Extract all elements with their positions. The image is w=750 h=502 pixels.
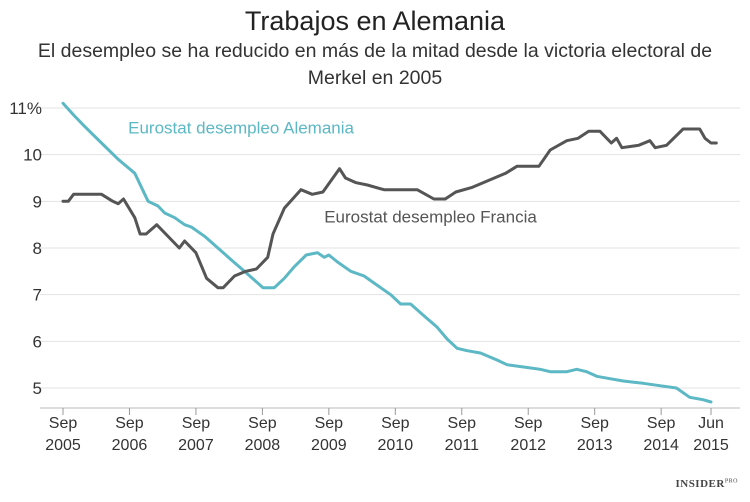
series-line-francia bbox=[61, 127, 718, 290]
x-axis: Sep 2005 Sep 2006 Sep 2007 Sep 2008 Sep 2009 Sep 20… bbox=[40, 407, 740, 454]
gridlines bbox=[40, 107, 740, 389]
y-tick-label: 9 bbox=[33, 192, 42, 211]
x-tick-label-year: 2005 bbox=[45, 437, 81, 454]
y-tick-label: 7 bbox=[33, 286, 42, 305]
y-tick-label: 6 bbox=[33, 332, 42, 351]
x-tick-label-month: Sep bbox=[514, 415, 543, 432]
y-tick-label: 5 bbox=[33, 379, 42, 398]
x-tick-label-year: 2006 bbox=[112, 437, 148, 454]
x-tick-label-month: Sep bbox=[381, 415, 410, 432]
y-tick-label: 10 bbox=[23, 146, 42, 165]
x-tick-label-month: Sep bbox=[115, 415, 144, 432]
x-tick-label-year: 2013 bbox=[577, 437, 613, 454]
series-label-francia: Eurostat desempleo Francia bbox=[324, 207, 537, 226]
series-group bbox=[61, 101, 718, 404]
x-tick-label-year: 2014 bbox=[643, 437, 679, 454]
y-tick-label: 8 bbox=[33, 239, 42, 258]
chart-subtitle: El desempleo se ha reducido en más de la… bbox=[37, 40, 713, 89]
x-tick-label-year: 2008 bbox=[245, 437, 281, 454]
x-tick-label-year: 2009 bbox=[311, 437, 347, 454]
y-tick-label: 11% bbox=[9, 99, 42, 118]
series-line-alemania bbox=[61, 101, 713, 404]
series-labels: Eurostat desempleo Alemania Eurostat dese… bbox=[128, 119, 537, 227]
insider-pro-logo: INSIDERPRO bbox=[675, 478, 738, 490]
x-tick-label-month: Sep bbox=[448, 415, 477, 432]
x-tick-label-month: Sep bbox=[647, 415, 676, 432]
x-tick-label-month: Sep bbox=[182, 415, 211, 432]
x-tick-label-month: Jun bbox=[698, 415, 724, 432]
x-tick-label-year: 2010 bbox=[378, 437, 414, 454]
x-tick-label-year: 2012 bbox=[510, 437, 546, 454]
x-tick-label-month: Sep bbox=[580, 415, 609, 432]
chart-title: Trabajos en Alemania bbox=[244, 6, 506, 36]
x-tick-label-month: Sep bbox=[248, 415, 277, 432]
series-label-alemania: Eurostat desempleo Alemania bbox=[128, 119, 354, 138]
x-tick-label-year: 2011 bbox=[445, 437, 480, 454]
x-tick-label-year: 2015 bbox=[693, 437, 729, 454]
x-tick-label-month: Sep bbox=[49, 415, 78, 432]
x-tick-label-month: Sep bbox=[315, 415, 344, 432]
x-tick-label-year: 2007 bbox=[178, 437, 214, 454]
y-axis: 11% 10 9 8 7 6 5 bbox=[9, 99, 42, 398]
